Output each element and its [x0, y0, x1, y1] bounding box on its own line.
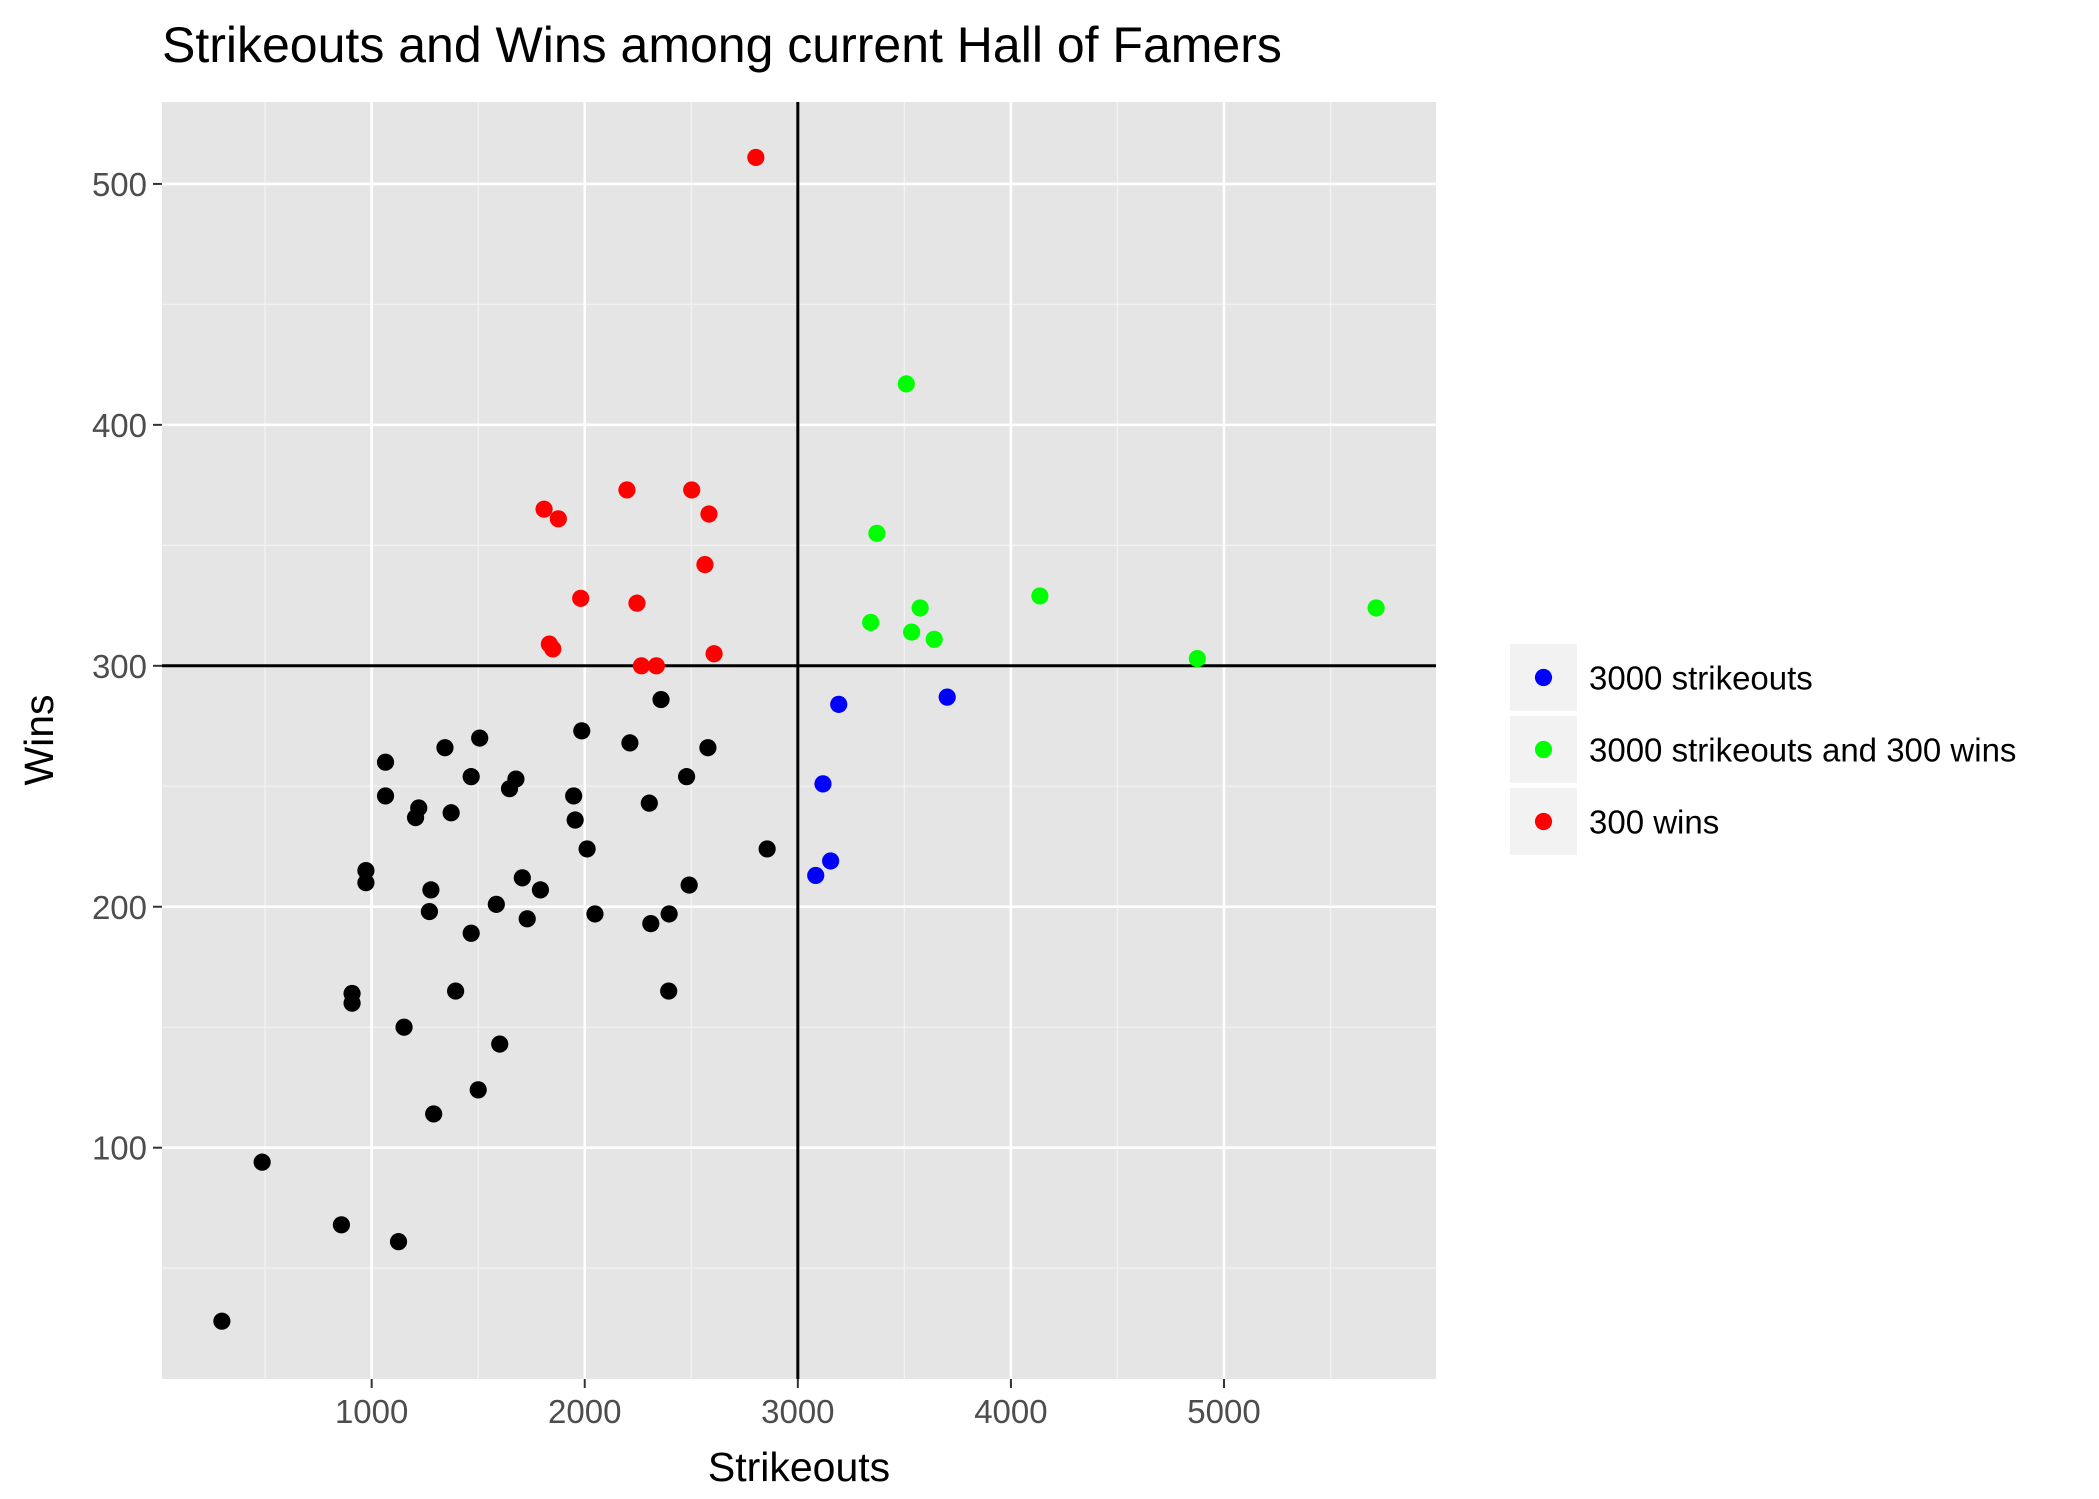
data-point — [422, 881, 440, 899]
data-point — [578, 840, 596, 858]
data-point — [395, 1018, 413, 1036]
data-point — [814, 775, 832, 793]
data-point — [565, 787, 583, 805]
data-point — [436, 739, 454, 757]
data-point — [868, 524, 886, 542]
y-tick-label: 300 — [92, 648, 147, 685]
data-point — [897, 375, 915, 393]
data-point — [535, 500, 553, 518]
x-axis-title: Strikeouts — [708, 1444, 890, 1490]
data-points — [213, 148, 1385, 1330]
data-point — [938, 688, 956, 706]
data-point — [652, 690, 670, 709]
legend-item: 3000 strikeouts — [1510, 644, 1813, 711]
data-point — [705, 645, 723, 663]
data-point — [903, 623, 921, 641]
data-point — [573, 722, 591, 740]
data-point — [469, 1081, 487, 1099]
data-point — [1367, 599, 1385, 617]
data-point — [389, 1233, 408, 1251]
data-point — [660, 982, 678, 1000]
data-point — [507, 770, 525, 788]
data-point — [925, 630, 943, 648]
y-tick-label: 200 — [92, 889, 147, 926]
chart-title: Strikeouts and Wins among current Hall o… — [162, 17, 1282, 73]
x-tick-label: 3000 — [761, 1393, 834, 1430]
data-point — [253, 1153, 271, 1171]
data-point — [647, 657, 665, 675]
legend-marker — [1534, 668, 1553, 687]
legend-item: 3000 strikeouts and 300 wins — [1510, 716, 2016, 783]
data-point — [487, 895, 505, 913]
legend-label: 300 wins — [1589, 804, 1719, 841]
data-point — [678, 768, 696, 786]
legend: 3000 strikeouts 3000 strikeouts and 300 w… — [1510, 644, 2016, 855]
data-point — [447, 982, 465, 1000]
y-tick-label: 100 — [92, 1130, 147, 1167]
data-point — [586, 905, 604, 923]
reference-lines — [162, 102, 1436, 1379]
x-axis: 1000 2000 3000 4000 5000 — [335, 1379, 1261, 1430]
data-point — [747, 148, 765, 167]
data-point — [640, 794, 658, 812]
data-point — [911, 599, 929, 617]
legend-marker — [1534, 740, 1553, 759]
data-point — [549, 510, 567, 528]
data-point — [618, 481, 636, 499]
x-tick-label: 4000 — [974, 1393, 1047, 1430]
data-point — [696, 556, 714, 574]
data-point — [822, 852, 840, 870]
x-tick-label: 1000 — [335, 1393, 408, 1430]
legend-label: 3000 strikeouts and 300 wins — [1589, 732, 2016, 769]
data-point — [680, 876, 698, 894]
data-point — [683, 481, 701, 499]
y-axis: 100 200 300 400 500 — [92, 166, 162, 1167]
data-point — [376, 753, 395, 771]
x-tick-label: 2000 — [548, 1393, 621, 1430]
data-point — [572, 589, 590, 607]
data-point — [471, 729, 489, 747]
data-point — [660, 905, 678, 923]
legend-item: 300 wins — [1510, 788, 1719, 855]
data-point — [376, 787, 395, 805]
data-point — [700, 505, 718, 523]
data-point — [1188, 649, 1206, 668]
legend-marker — [1534, 812, 1553, 831]
data-point — [213, 1312, 231, 1330]
data-point — [632, 657, 651, 675]
data-point — [518, 910, 536, 928]
data-point — [491, 1035, 509, 1053]
data-point — [862, 613, 880, 632]
data-point — [642, 915, 660, 933]
data-point — [621, 734, 639, 752]
data-point — [357, 874, 375, 892]
data-point — [343, 994, 361, 1012]
data-point — [699, 739, 717, 757]
data-point — [807, 866, 825, 885]
data-point — [410, 799, 428, 817]
data-point — [425, 1105, 443, 1123]
x-tick-label: 5000 — [1187, 1393, 1260, 1430]
data-point — [566, 811, 584, 829]
data-point — [462, 924, 480, 942]
data-point — [544, 640, 562, 658]
data-point — [531, 881, 550, 899]
y-tick-label: 500 — [92, 166, 147, 203]
data-point — [830, 695, 848, 713]
data-point — [1031, 587, 1049, 605]
data-point — [513, 869, 531, 887]
y-tick-label: 400 — [92, 407, 147, 444]
data-point — [758, 840, 776, 858]
data-point — [357, 862, 375, 880]
data-point — [420, 902, 439, 921]
y-axis-title: Wins — [16, 694, 62, 785]
legend-label: 3000 strikeouts — [1589, 660, 1813, 697]
data-point — [442, 804, 460, 822]
data-point — [462, 768, 480, 786]
data-point — [332, 1216, 351, 1234]
data-point — [628, 594, 646, 612]
